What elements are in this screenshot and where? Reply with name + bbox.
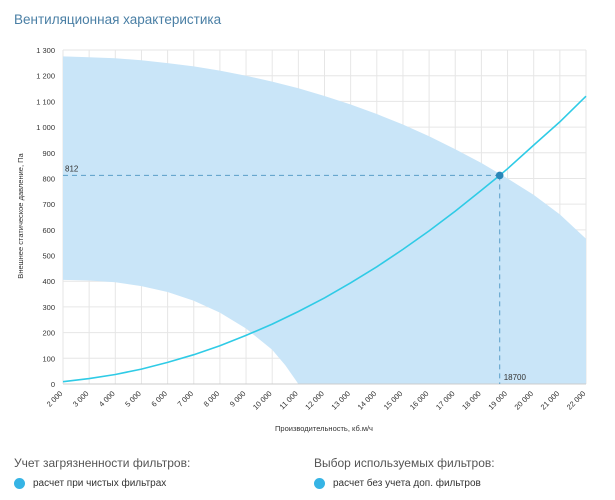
operating-point-x-label: 18700 (504, 373, 527, 382)
filters-pollution-heading: Учет загрязненности фильтров: (14, 456, 191, 470)
filters-pollution-option-label: расчет при чистых фильтрах (33, 478, 167, 489)
y-tick-label: 800 (42, 174, 55, 183)
x-tick-label: 20 000 (513, 389, 536, 412)
x-tick-label: 10 000 (251, 389, 274, 412)
x-tick-label: 22 000 (565, 389, 588, 412)
y-tick-label: 1 300 (36, 46, 55, 55)
x-tick-label: 8 000 (202, 389, 222, 409)
chart-title: Вентиляционная характеристика (14, 12, 222, 27)
y-tick-label: 1 200 (36, 72, 55, 81)
y-axis-label: Внешнее статическое давление, Па (16, 152, 25, 278)
filters-selection-option[interactable]: расчет без учета доп. фильтров (314, 478, 481, 489)
y-tick-label: 400 (42, 277, 55, 286)
radio-selected-icon[interactable] (14, 478, 25, 489)
x-tick-label: 18 000 (460, 389, 483, 412)
x-tick-label: 16 000 (408, 389, 431, 412)
x-tick-label: 2 000 (45, 389, 65, 409)
x-tick-label: 5 000 (123, 389, 143, 409)
y-tick-label: 500 (42, 252, 55, 261)
x-tick-label: 3 000 (71, 389, 91, 409)
x-tick-label: 13 000 (329, 389, 352, 412)
x-tick-label: 17 000 (434, 389, 457, 412)
operating-region-area (63, 56, 586, 385)
y-tick-label: 900 (42, 149, 55, 158)
y-tick-label: 700 (42, 200, 55, 209)
operating-point-marker (495, 171, 504, 180)
x-tick-label: 4 000 (97, 389, 117, 409)
y-tick-label: 1 100 (36, 97, 55, 106)
x-axis-label: Производительность, кб.м/ч (275, 424, 373, 433)
filters-pollution-option[interactable]: расчет при чистых фильтрах (14, 478, 166, 489)
x-tick-label: 7 000 (176, 389, 196, 409)
y-tick-label: 0 (51, 380, 55, 389)
series-line-system-curve (62, 95, 587, 383)
operating-region (63, 56, 586, 385)
x-tick-label: 21 000 (539, 389, 562, 412)
x-tick-label: 19 000 (486, 389, 509, 412)
ventilation-chart: 0 100 200 300 400 500 600 700 800 900 1 000 1 100 1 … (16, 46, 588, 433)
series-layer (62, 95, 587, 383)
x-tick-label: 14 000 (356, 389, 379, 412)
x-tick-label: 12 000 (303, 389, 326, 412)
filters-selection-option-label: расчет без учета доп. фильтров (333, 478, 481, 489)
x-tick-label: 11 000 (278, 389, 300, 411)
y-tick-label: 100 (42, 354, 55, 363)
y-tick-label: 1 000 (36, 123, 55, 132)
y-tick-label: 200 (42, 329, 55, 338)
filters-selection-heading: Выбор используемых фильтров: (314, 456, 495, 470)
y-tick-label: 300 (42, 303, 55, 312)
x-tick-label: 9 000 (228, 389, 248, 409)
x-tick-label: 6 000 (149, 389, 169, 409)
x-tick-label: 15 000 (382, 389, 405, 412)
operating-point-layer: 812 18700 (63, 164, 527, 384)
operating-point-y-label: 812 (65, 164, 79, 173)
y-tick-label: 600 (42, 226, 55, 235)
radio-selected-icon[interactable] (314, 478, 325, 489)
